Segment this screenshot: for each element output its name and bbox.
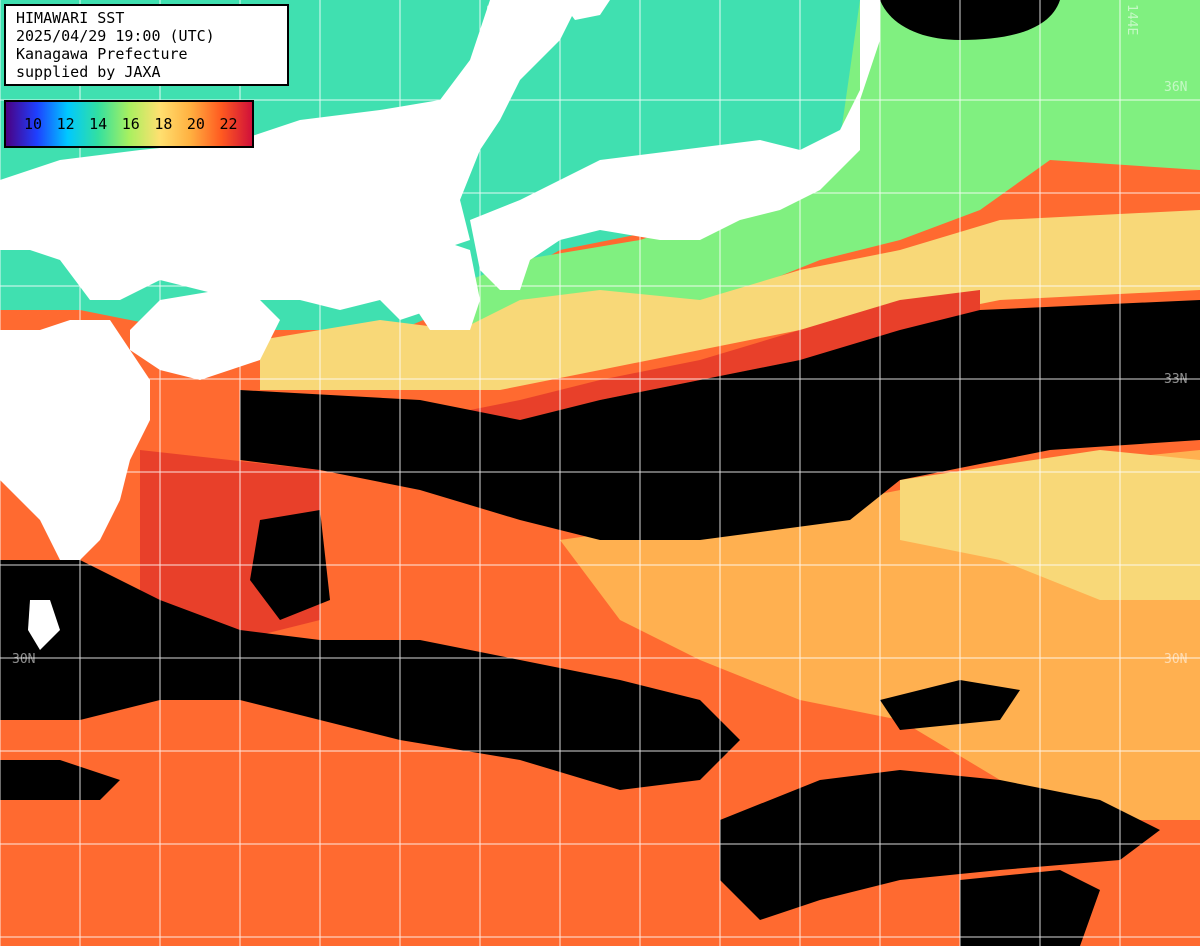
info-region: Kanagawa Prefecture: [16, 45, 188, 63]
color-scale-legend: 10 12 14 16 18 20 22: [4, 100, 254, 148]
lat-label-30-left: 30N: [12, 652, 36, 667]
lon-label-144: 144E: [1124, 4, 1139, 36]
legend-tick: 18: [154, 115, 173, 133]
lon-label-136: 136E: [483, 4, 498, 36]
legend-tick: 20: [186, 115, 205, 133]
cloud-mask-6: [880, 680, 1020, 730]
legend-tick: 10: [24, 115, 43, 133]
cold-water-spot: [880, 0, 1060, 40]
land-islands: [28, 600, 60, 650]
cloud-mask-4: [0, 760, 120, 800]
land-izu-kanto: [470, 0, 880, 290]
info-box: HIMAWARI SST 2025/04/29 19:00 (UTC) Kana…: [4, 4, 289, 86]
legend-tick: 16: [121, 115, 140, 133]
legend-tick: 14: [89, 115, 108, 133]
info-datetime: 2025/04/29 19:00 (UTC): [16, 27, 215, 45]
land-shikoku: [130, 290, 280, 380]
land-kyushu: [0, 320, 150, 560]
hot-water-band: [420, 290, 980, 420]
cloud-mask-5: [960, 870, 1100, 946]
lat-label-33-right: 33N: [1164, 372, 1188, 387]
mild-water-region: [260, 210, 1200, 390]
lat-label-33-left: 33: [10, 371, 26, 386]
info-supplier: supplied by JAXA: [16, 63, 161, 81]
legend-tick: 22: [219, 115, 238, 133]
land-oshima: [560, 0, 610, 20]
land-honshu: [0, 0, 580, 320]
legend-tick: 12: [56, 115, 75, 133]
info-title: HIMAWARI SST: [16, 9, 125, 27]
cloud-mask-2: [0, 560, 740, 790]
cloud-mask-3: [720, 770, 1160, 920]
lat-label-36-right: 36N: [1164, 80, 1188, 95]
mild-water-patch: [900, 450, 1200, 600]
lat-label-30-right: 30N: [1164, 652, 1188, 667]
land-kii-peninsula: [400, 240, 480, 330]
